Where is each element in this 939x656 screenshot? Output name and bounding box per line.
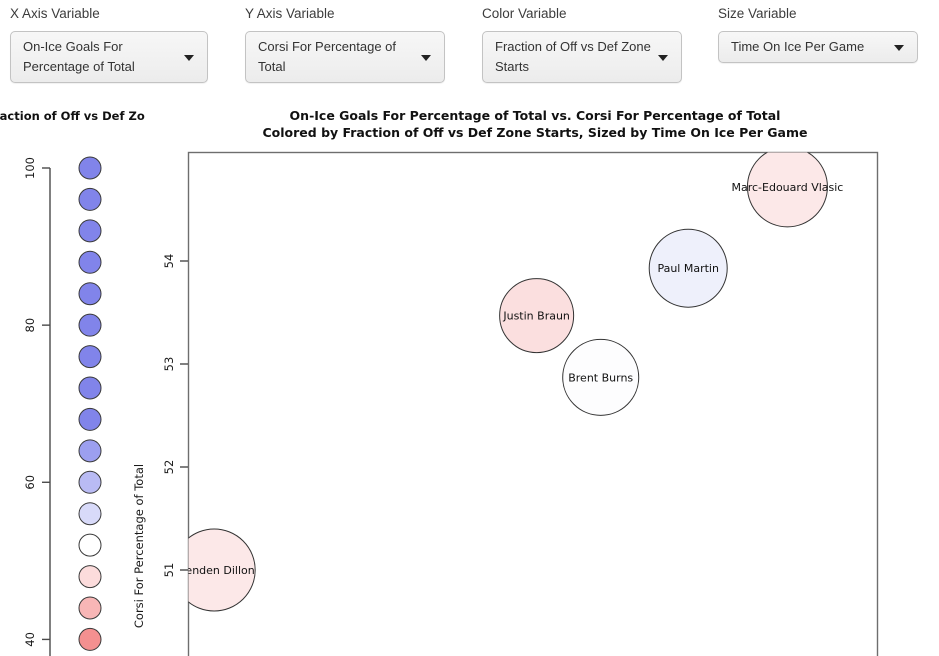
chevron-down-icon (658, 55, 668, 62)
legend-color-circle (78, 282, 102, 306)
y-axis-variable-select[interactable]: Corsi For Percentage of Total (245, 31, 445, 84)
legend-color-circle (78, 250, 102, 274)
legend-color-scale (78, 156, 102, 651)
legend-color-circle (78, 533, 102, 557)
player-bubble (648, 228, 728, 308)
x-axis-control-group: X Axis Variable On-Ice Goals For Percent… (10, 6, 208, 84)
size-control-group: Size Variable Time On Ice Per Game (718, 6, 918, 64)
chart-title-line1: On-Ice Goals For Percentage of Total vs.… (289, 108, 781, 123)
color-control-group: Color Variable Fraction of Off vs Def Zo… (482, 6, 682, 84)
y-tick-label: 51 (162, 563, 176, 578)
color-variable-label: Color Variable (482, 6, 567, 21)
y-axis-variable-value: Corsi For Percentage of Total (258, 39, 397, 75)
legend-color-circle (78, 407, 102, 431)
legend-color-circle (78, 470, 102, 494)
legend-tick-label: 100 (23, 157, 37, 179)
player-bubble-label: Brenden Dillon (174, 564, 255, 577)
color-variable-select[interactable]: Fraction of Off vs Def Zone Starts (482, 31, 682, 84)
bubble-chart-canvas: 100 80 60 40 54 53 52 51 Corsi For Percentage … (23, 151, 879, 656)
color-variable-value: Fraction of Off vs Def Zone Starts (495, 39, 651, 75)
player-bubble (499, 278, 575, 354)
plot-frame (187, 151, 879, 656)
legend-color-circle (78, 627, 102, 651)
player-bubble-label: Marc-Edouard Vlasic (731, 181, 843, 194)
x-axis-variable-select[interactable]: On-Ice Goals For Percentage of Total (10, 31, 208, 84)
player-bubble (746, 152, 828, 228)
legend-color-circle (78, 439, 102, 463)
legend-tick-label: 40 (23, 632, 37, 647)
player-bubble-label: Paul Martin (657, 262, 719, 275)
player-bubble (562, 338, 640, 416)
legend-color-circle (78, 219, 102, 243)
bubble-layer: Marc-Edouard Vlasic Paul Martin Justin Bra… (174, 152, 843, 612)
legend-color-circle (78, 345, 102, 369)
y-axis-control-group: Y Axis Variable Corsi For Percentage of … (245, 6, 445, 84)
legend-ticks: 100 80 60 40 (23, 157, 50, 647)
legend-color-circle (78, 596, 102, 620)
y-tick-label: 53 (162, 357, 176, 372)
y-tick-label: 54 (162, 254, 176, 269)
chevron-down-icon (421, 55, 431, 62)
size-variable-label: Size Variable (718, 6, 797, 21)
player-bubble-label: Brent Burns (568, 371, 633, 384)
y-axis-label: Corsi For Percentage of Total (132, 464, 146, 628)
legend-tick-label: 60 (23, 475, 37, 490)
color-legend-title: raction of Off vs Def Zo (0, 109, 145, 123)
chevron-down-icon (894, 45, 904, 52)
player-bubble (188, 528, 256, 612)
legend-color-circle (78, 187, 102, 211)
legend-color-circle (78, 502, 102, 526)
x-axis-variable-label: X Axis Variable (10, 6, 100, 21)
legend-color-circle (78, 376, 102, 400)
player-bubble-label: Justin Braun (502, 310, 570, 323)
legend-color-circle (78, 156, 102, 180)
legend-color-circle (78, 313, 102, 337)
x-axis-variable-value: On-Ice Goals For Percentage of Total (23, 39, 135, 75)
chevron-down-icon (184, 55, 194, 62)
size-variable-value: Time On Ice Per Game (731, 39, 865, 54)
y-axis-ticks: 54 53 52 51 (162, 254, 188, 578)
legend-color-circle (78, 565, 102, 589)
legend-tick-label: 80 (23, 318, 37, 333)
chart-title-line2: Colored by Fraction of Off vs Def Zone S… (262, 125, 808, 140)
y-axis-variable-label: Y Axis Variable (245, 6, 335, 21)
y-tick-label: 52 (162, 460, 176, 475)
size-variable-select[interactable]: Time On Ice Per Game (718, 31, 918, 64)
chart-title: On-Ice Goals For Percentage of Total vs.… (130, 107, 939, 141)
